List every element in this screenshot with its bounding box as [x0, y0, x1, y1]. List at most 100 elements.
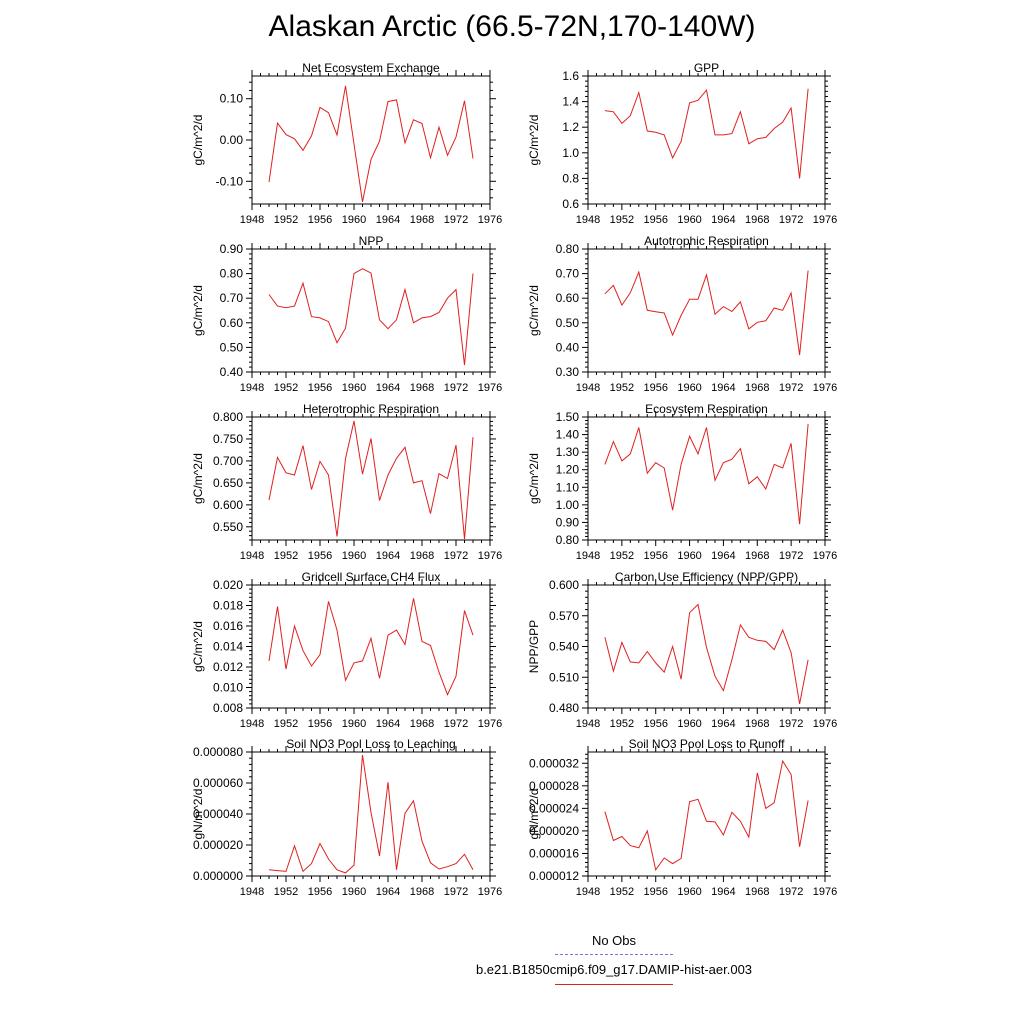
- x-tick-label: 1964: [376, 214, 400, 226]
- panel-6: Gridcell Surface CH4 Flux gC/m^2/d 1948 195…: [191, 570, 502, 730]
- y-tick-label: 0.60: [556, 291, 580, 305]
- x-tick-label: 1968: [410, 550, 434, 562]
- y-tick-label: 0.90: [220, 242, 244, 256]
- y-tick-label: 0.000020: [193, 838, 243, 852]
- x-tick-label: 1948: [240, 214, 264, 226]
- x-tick-label: 1952: [610, 382, 634, 394]
- y-tick-label: 0.510: [549, 670, 579, 684]
- x-tick-label: 1960: [677, 550, 701, 562]
- y-tick-label: 0.000032: [529, 756, 579, 770]
- x-tick-label: 1972: [779, 550, 803, 562]
- x-tick-label: 1976: [478, 550, 502, 562]
- chart-title: Alaskan Arctic (66.5-72N,170-140W): [268, 10, 756, 43]
- y-axis-label: gN/m^2/d: [191, 789, 205, 840]
- x-tick-label: 1968: [410, 886, 434, 898]
- panel-title: GPP: [694, 61, 719, 75]
- y-tick-label: 0.50: [220, 340, 244, 354]
- panel-title: Carbon Use Efficiency (NPP/GPP): [615, 570, 798, 584]
- panel-0: Net Ecosystem Exchange gC/m^2/d 1948 1952 19…: [191, 61, 502, 226]
- x-tick-label: 1960: [342, 214, 366, 226]
- y-tick-label: 0.008: [213, 701, 243, 715]
- series-line: [604, 88, 809, 179]
- x-tick-label: 1964: [376, 718, 400, 730]
- x-tick-label: 1948: [576, 214, 600, 226]
- panel-title: Autotrophic Respiration: [644, 234, 769, 248]
- x-tick-label: 1952: [274, 382, 298, 394]
- panel-2: NPP gC/m^2/d 1948 1952 1956 1960 1964 1968 1972 1…: [191, 234, 502, 394]
- x-tick-label: 1948: [240, 382, 264, 394]
- series-line: [268, 755, 474, 874]
- x-tick-label: 1964: [711, 718, 735, 730]
- x-tick-label: 1976: [813, 214, 837, 226]
- plot-frame: [587, 416, 826, 541]
- y-tick-label: 0.70: [220, 291, 244, 305]
- plot-frame: [587, 751, 826, 877]
- x-tick-label: 1960: [677, 886, 701, 898]
- plot-frame: [587, 75, 826, 205]
- x-tick-label: 1960: [342, 550, 366, 562]
- x-tick-label: 1960: [677, 718, 701, 730]
- x-tick-label: 1976: [478, 382, 502, 394]
- x-tick-label: 1972: [779, 886, 803, 898]
- y-tick-label: 0.8: [562, 171, 579, 185]
- x-tick-label: 1976: [813, 550, 837, 562]
- x-tick-label: 1972: [779, 214, 803, 226]
- x-tick-label: 1952: [610, 214, 634, 226]
- y-axis-label: gC/m^2/d: [527, 453, 541, 504]
- x-tick-label: 1952: [610, 886, 634, 898]
- panel-title: Heterotrophic Respiration: [303, 402, 439, 416]
- panel-title: Gridcell Surface CH4 Flux: [302, 570, 441, 584]
- x-tick-label: 1976: [813, 382, 837, 394]
- y-tick-label: 0.10: [220, 92, 244, 106]
- x-tick-label: 1952: [274, 214, 298, 226]
- y-tick-label: 0.800: [213, 410, 243, 424]
- panel-1: GPP gC/m^2/d 1948 1952 1956 1960 1964 1968 1972 1…: [527, 61, 837, 226]
- panel-5: Ecosystem Respiration gC/m^2/d 1948 1952 195…: [527, 402, 837, 562]
- x-tick-label: 1976: [813, 718, 837, 730]
- series-line: [268, 268, 474, 366]
- y-tick-label: 0.570: [549, 609, 579, 623]
- x-tick-label: 1964: [711, 214, 735, 226]
- x-tick-label: 1952: [610, 718, 634, 730]
- series-line: [604, 423, 809, 525]
- panel-4: Heterotrophic Respiration gC/m^2/d 1948 195…: [191, 402, 502, 562]
- x-tick-label: 1972: [444, 886, 468, 898]
- x-tick-label: 1952: [610, 550, 634, 562]
- x-tick-label: 1964: [376, 550, 400, 562]
- x-tick-label: 1968: [745, 382, 769, 394]
- y-tick-label: 0.6: [562, 197, 579, 211]
- y-tick-label: 0.80: [556, 242, 580, 256]
- y-tick-label: 0.012: [213, 660, 243, 674]
- y-tick-label: 0.550: [213, 520, 243, 534]
- x-tick-label: 1972: [444, 718, 468, 730]
- y-tick-label: 0.000012: [529, 869, 579, 883]
- x-tick-label: 1960: [342, 718, 366, 730]
- x-tick-label: 1964: [711, 550, 735, 562]
- x-tick-label: 1972: [444, 550, 468, 562]
- x-tick-label: 1960: [677, 214, 701, 226]
- y-tick-label: 1.30: [556, 445, 580, 459]
- x-tick-label: 1976: [478, 214, 502, 226]
- y-tick-label: 0.000060: [193, 776, 243, 790]
- x-tick-label: 1968: [745, 214, 769, 226]
- x-tick-label: 1960: [342, 382, 366, 394]
- panel-title: NPP: [359, 234, 384, 248]
- plot-frame: [587, 248, 826, 373]
- y-tick-label: 1.40: [556, 428, 580, 442]
- x-tick-label: 1964: [376, 382, 400, 394]
- series-line: [604, 603, 809, 704]
- y-axis-label: gC/m^2/d: [191, 285, 205, 336]
- y-tick-label: 0.90: [556, 515, 580, 529]
- x-tick-label: 1948: [240, 550, 264, 562]
- panel-9: Soil NO3 Pool Loss to Runoff gN/m^2/d 1948…: [527, 737, 837, 898]
- x-tick-label: 1960: [342, 886, 366, 898]
- plot-frame: [251, 248, 491, 373]
- y-tick-label: 1.10: [556, 480, 580, 494]
- x-tick-label: 1972: [444, 382, 468, 394]
- y-axis-label: gC/m^2/d: [527, 115, 541, 166]
- y-tick-label: 1.0: [562, 146, 579, 160]
- legend-label-no-obs: No Obs: [591, 933, 637, 948]
- x-tick-label: 1964: [711, 886, 735, 898]
- panel-title: Soil NO3 Pool Loss to Leaching: [286, 737, 455, 751]
- y-tick-label: 1.6: [562, 69, 579, 83]
